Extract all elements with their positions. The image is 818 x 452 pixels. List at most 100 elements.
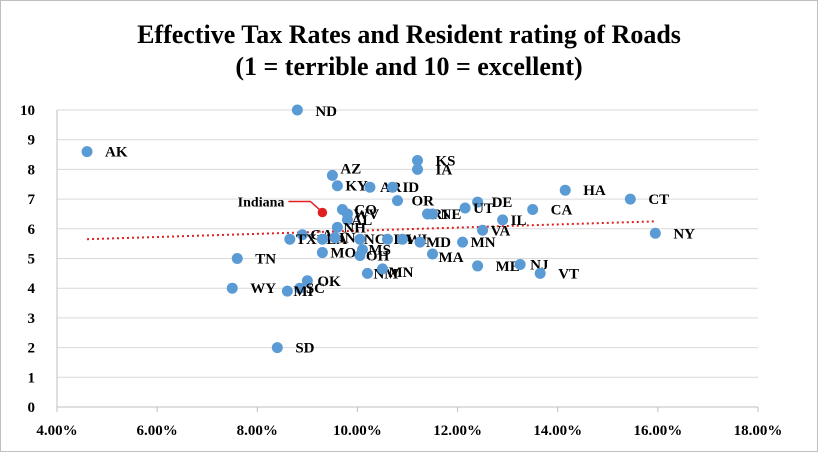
y-tick-label: 6 xyxy=(28,222,36,238)
point-label: OK xyxy=(317,274,341,290)
point-label: HA xyxy=(583,183,606,199)
y-tick-label: 1 xyxy=(28,370,36,386)
data-point xyxy=(534,267,546,279)
point-label: MI xyxy=(293,284,313,300)
data-point xyxy=(81,146,93,158)
data-point xyxy=(331,180,343,192)
data-point xyxy=(459,202,471,214)
point-label: ID xyxy=(402,180,419,196)
data-point xyxy=(231,253,243,264)
data-point xyxy=(284,233,296,245)
point-label: MO xyxy=(330,246,356,262)
point-label: IL xyxy=(511,213,527,229)
data-point xyxy=(514,258,526,270)
data-point xyxy=(396,233,408,245)
point-label: ME xyxy=(496,259,520,275)
point-label: MN xyxy=(471,235,496,251)
point-label: NJ xyxy=(530,257,549,273)
point-label: OR xyxy=(411,194,434,210)
y-tick-label: 8 xyxy=(28,162,36,178)
data-point xyxy=(391,195,403,207)
data-point xyxy=(649,227,661,239)
point-label: AZ xyxy=(340,161,361,177)
point-label: ND xyxy=(315,104,337,120)
data-point xyxy=(226,282,238,294)
point-label: CO xyxy=(354,202,377,218)
data-point xyxy=(472,260,484,272)
x-tick-label: 16.00% xyxy=(633,423,682,439)
data-point xyxy=(427,248,439,260)
data-point xyxy=(281,285,293,297)
point-label: KY xyxy=(345,179,368,195)
data-point xyxy=(301,275,313,287)
data-point xyxy=(457,236,469,248)
data-point xyxy=(354,233,366,245)
data-point xyxy=(361,267,373,279)
point-label: TX xyxy=(296,232,317,248)
data-point xyxy=(477,224,489,236)
point-label: NY xyxy=(673,226,695,242)
data-point xyxy=(381,233,393,245)
y-tick-label: 4 xyxy=(28,281,36,297)
point-label: MD xyxy=(426,235,451,251)
point-label: SD xyxy=(295,341,314,357)
data-point xyxy=(412,163,424,175)
data-point xyxy=(624,193,636,205)
data-point xyxy=(294,282,306,294)
data-point xyxy=(559,184,571,196)
data-point xyxy=(329,232,341,244)
data-point xyxy=(331,221,343,233)
point-label: NE xyxy=(441,207,462,223)
point-label: AK xyxy=(105,145,128,161)
x-tick-label: 12.00% xyxy=(433,423,482,439)
annotation-leader-line xyxy=(288,200,320,211)
data-point xyxy=(316,233,328,245)
point-label: KS xyxy=(436,153,456,169)
annotation-label: Indiana xyxy=(238,195,285,210)
x-tick-label: 14.00% xyxy=(533,423,582,439)
point-label: TN xyxy=(255,252,276,268)
point-label: CT xyxy=(648,192,669,208)
y-tick-label: 7 xyxy=(28,192,36,208)
x-tick-label: 4.00% xyxy=(36,423,77,439)
data-point xyxy=(497,214,509,226)
x-tick-label: 18.00% xyxy=(734,423,783,439)
data-point xyxy=(472,196,484,208)
point-label: OH xyxy=(366,249,390,265)
y-tick-label: 2 xyxy=(28,341,36,357)
point-label: SC xyxy=(306,281,325,297)
point-label: IA xyxy=(436,162,453,178)
data-point xyxy=(414,236,426,248)
data-point xyxy=(296,229,308,241)
data-point xyxy=(316,247,328,259)
data-point xyxy=(341,214,353,226)
point-label: WY xyxy=(250,281,276,297)
data-point xyxy=(527,203,539,215)
chart-title-line: Effective Tax Rates and Resident rating … xyxy=(137,20,681,49)
point-label: CA xyxy=(551,202,573,218)
point-label: WV xyxy=(353,207,379,223)
data-point xyxy=(291,104,303,116)
point-label: MA xyxy=(439,250,464,266)
point-label: UT xyxy=(473,201,494,217)
point-label: MN xyxy=(388,265,413,281)
x-tick-label: 8.00% xyxy=(237,423,278,439)
data-point xyxy=(412,154,424,166)
data-point xyxy=(427,208,439,220)
data-point xyxy=(386,181,398,193)
data-point xyxy=(364,181,376,193)
chart-subtitle-line: (1 = terrible and 10 = excellent) xyxy=(235,52,583,81)
point-label: MS xyxy=(368,243,391,259)
data-point xyxy=(326,169,338,181)
point-label: VT xyxy=(558,266,579,282)
y-tick-label: 5 xyxy=(28,252,36,268)
point-label: IN xyxy=(339,231,356,247)
y-tick-label: 3 xyxy=(28,311,36,327)
highlighted-point xyxy=(316,206,329,219)
point-label: NC xyxy=(364,232,386,248)
data-point xyxy=(271,342,283,354)
chart-title: Effective Tax Rates and Resident rating … xyxy=(1,19,817,83)
point-label: AL xyxy=(351,213,372,229)
